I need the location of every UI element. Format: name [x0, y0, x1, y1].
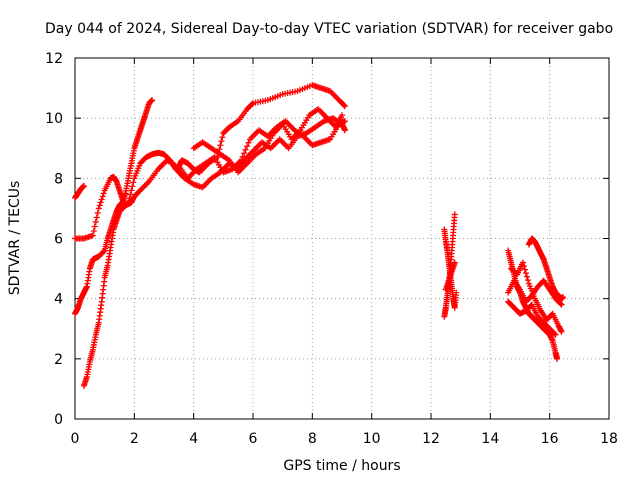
data-point-interp — [128, 187, 135, 194]
grid-lines — [75, 58, 609, 419]
data-point — [451, 211, 458, 218]
data-point — [554, 355, 561, 362]
y-axis-ticks: 0 2 4 6 8 10 12 — [45, 51, 609, 428]
data-point — [339, 112, 345, 119]
data-point-interp — [520, 263, 527, 270]
data-point-interp — [242, 146, 249, 153]
series-trace-6 — [190, 106, 345, 176]
data-point — [341, 118, 348, 125]
y-tick-label: 12 — [45, 51, 63, 67]
chart-title: Day 044 of 2024, Sidereal Day-to-day VTE… — [45, 21, 613, 37]
data-point-interp — [93, 214, 100, 221]
data-point — [552, 331, 559, 338]
data-point — [558, 301, 565, 308]
x-axis-ticks: 0 2 4 6 8 10 12 14 16 18 — [71, 58, 618, 447]
data-point-interp — [99, 193, 106, 200]
data-point — [238, 157, 245, 164]
data-point-interp — [524, 277, 531, 284]
x-tick-label: 0 — [71, 431, 80, 447]
data-point-interp — [249, 101, 256, 108]
data-point — [519, 259, 526, 266]
series-trace-1 — [72, 182, 87, 201]
data-point-interp — [244, 143, 251, 150]
data-point-interp — [96, 202, 103, 209]
y-tick-label: 4 — [54, 292, 63, 308]
x-tick-label: 12 — [422, 431, 440, 447]
data-point-interp — [92, 218, 99, 225]
data-point-interp — [340, 102, 347, 109]
series-trace-12 — [505, 277, 565, 308]
y-tick-label: 0 — [54, 412, 63, 428]
y-tick-label: 8 — [54, 171, 63, 187]
data-point-interp — [219, 134, 226, 141]
data-point-interp — [521, 266, 528, 273]
x-tick-label: 10 — [363, 431, 381, 447]
x-tick-label: 4 — [189, 431, 198, 447]
data-point — [89, 232, 96, 239]
series-trace-2 — [72, 82, 348, 242]
series-trace-14 — [505, 298, 559, 338]
data-point-interp — [522, 270, 529, 277]
data-point — [451, 259, 458, 266]
data-point-interp — [100, 190, 107, 197]
data-point-interp — [130, 179, 137, 186]
data-point-interp — [239, 153, 246, 160]
x-tick-label: 6 — [249, 431, 258, 447]
data-point-interp — [90, 227, 97, 234]
data-point-interp — [217, 142, 224, 149]
data-point — [341, 103, 348, 110]
data-point-interp — [91, 223, 98, 230]
data-point — [80, 182, 87, 189]
data-point-interp — [98, 196, 105, 203]
data-point — [341, 127, 348, 134]
data-point — [149, 97, 156, 104]
x-tick-label: 14 — [481, 431, 499, 447]
y-tick-label: 2 — [54, 352, 63, 368]
data-point-interp — [100, 248, 107, 255]
data-point-interp — [245, 139, 252, 146]
data-point-interp — [129, 183, 136, 190]
data-point-interp — [557, 300, 564, 307]
series-trace-3 — [72, 97, 156, 317]
x-axis-label: GPS time / hours — [283, 458, 400, 474]
y-tick-label: 6 — [54, 232, 63, 248]
data-point-interp — [94, 209, 101, 216]
data-point — [560, 294, 567, 301]
data-point — [558, 328, 565, 335]
series-trace-13 — [508, 259, 565, 335]
data-series — [72, 82, 567, 389]
x-tick-label: 8 — [308, 431, 317, 447]
y-tick-label: 10 — [45, 111, 63, 127]
data-point-interp — [241, 150, 248, 157]
x-tick-label: 2 — [130, 431, 139, 447]
data-point-interp — [551, 330, 558, 337]
data-point-interp — [127, 191, 134, 198]
x-tick-label: 16 — [541, 431, 559, 447]
data-point — [453, 289, 460, 296]
data-point-interp — [218, 138, 225, 145]
x-tick-label: 18 — [600, 431, 618, 447]
data-point-interp — [97, 199, 104, 206]
series-trace-9 — [442, 259, 458, 293]
y-axis-label: SDTVAR / TECUs — [7, 181, 23, 296]
data-point — [95, 205, 102, 212]
data-point-interp — [523, 273, 530, 280]
